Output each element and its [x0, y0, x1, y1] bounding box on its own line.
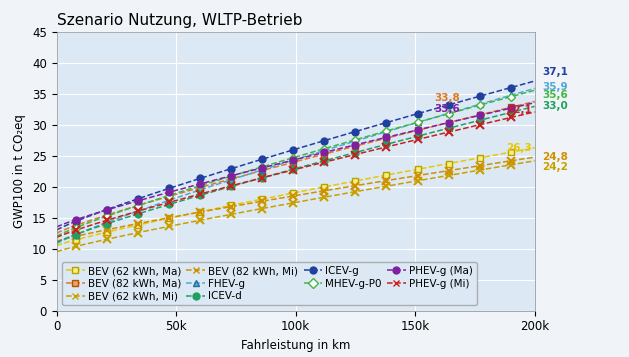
- Text: 33,6: 33,6: [434, 104, 460, 114]
- Text: 24,8: 24,8: [542, 152, 568, 162]
- X-axis label: Fahrleistung in km: Fahrleistung in km: [241, 339, 350, 352]
- Text: 32,1: 32,1: [506, 105, 532, 115]
- Text: 26,3: 26,3: [506, 143, 532, 153]
- Text: 33,0: 33,0: [542, 101, 567, 111]
- Text: 33,8: 33,8: [434, 93, 460, 103]
- Text: 35,6: 35,6: [542, 90, 567, 100]
- Text: 35,9: 35,9: [542, 82, 567, 92]
- Text: 24,2: 24,2: [542, 162, 568, 172]
- Text: 37,1: 37,1: [542, 67, 568, 77]
- Legend: BEV (62 kWh, Ma), BEV (82 kWh, Ma), BEV (62 kWh, Mi), BEV (82 kWh, Mi), FHEV-g, : BEV (62 kWh, Ma), BEV (82 kWh, Ma), BEV …: [62, 262, 477, 305]
- Text: Szenario Nutzung, WLTP-Betrieb: Szenario Nutzung, WLTP-Betrieb: [57, 13, 302, 28]
- Y-axis label: GWP100 in t CO₂eq: GWP100 in t CO₂eq: [13, 115, 26, 228]
